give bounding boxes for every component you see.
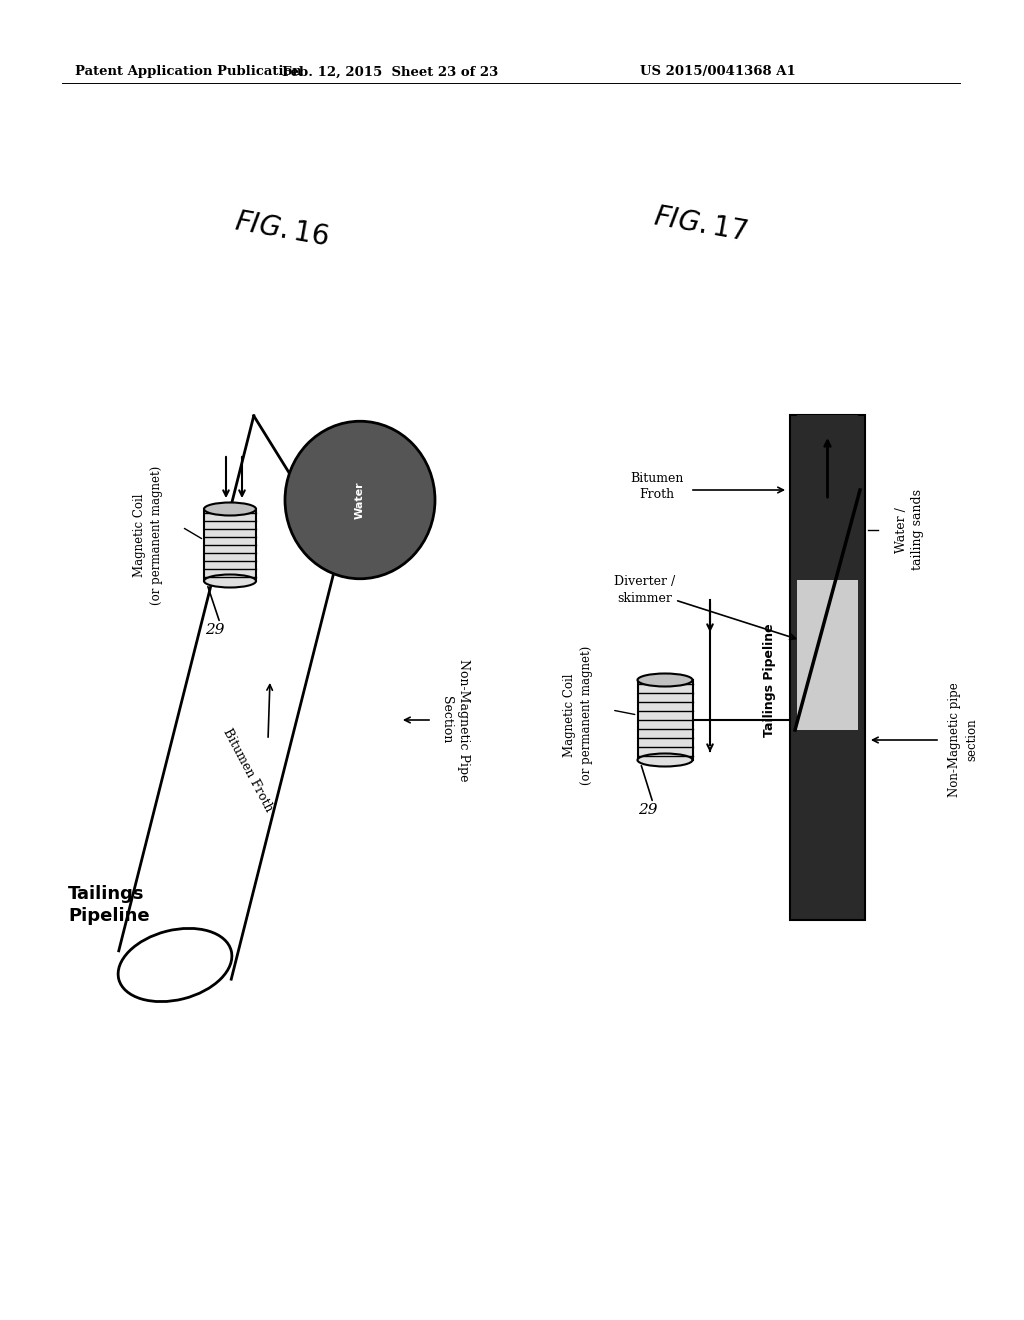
Ellipse shape [638, 754, 692, 767]
Text: Water /
tailing sands: Water / tailing sands [896, 490, 925, 570]
Text: 29: 29 [205, 623, 224, 638]
Text: Water: Water [355, 482, 365, 519]
Text: US 2015/0041368 A1: US 2015/0041368 A1 [640, 66, 796, 78]
Ellipse shape [285, 421, 435, 578]
Text: Non-Magnetic Pipe
Section: Non-Magnetic Pipe Section [440, 659, 470, 781]
Bar [204, 510, 256, 581]
Bar [797, 414, 858, 579]
Text: $\mathit{FIG}$$\mathit{. 17}$: $\mathit{FIG}$$\mathit{. 17}$ [651, 203, 749, 247]
Bar [797, 579, 858, 730]
Text: Tailings
Pipeline: Tailings Pipeline [68, 884, 150, 925]
Text: Magnetic Coil
(or permanent magnet): Magnetic Coil (or permanent magnet) [563, 645, 593, 784]
Text: Patent Application Publication: Patent Application Publication [75, 66, 302, 78]
Text: Bitumen
Froth: Bitumen Froth [631, 473, 684, 502]
Ellipse shape [204, 503, 256, 516]
Text: Bitumen Froth: Bitumen Froth [220, 726, 275, 814]
Text: 29: 29 [638, 803, 657, 817]
Bar [790, 414, 865, 920]
Text: Magnetic Coil
(or permanent magnet): Magnetic Coil (or permanent magnet) [133, 466, 163, 605]
Text: Tailings Pipeline: Tailings Pipeline [764, 623, 776, 737]
Text: Non-Magnetic pipe
section: Non-Magnetic pipe section [948, 682, 978, 797]
Ellipse shape [204, 574, 256, 587]
Bar [638, 680, 692, 760]
Text: Feb. 12, 2015  Sheet 23 of 23: Feb. 12, 2015 Sheet 23 of 23 [282, 66, 498, 78]
Text: Diverter /
skimmer: Diverter / skimmer [614, 576, 676, 605]
Bar [797, 730, 858, 913]
Ellipse shape [638, 673, 692, 686]
Text: $\mathit{FIG}$$\mathit{. 16}$: $\mathit{FIG}$$\mathit{. 16}$ [232, 209, 332, 252]
